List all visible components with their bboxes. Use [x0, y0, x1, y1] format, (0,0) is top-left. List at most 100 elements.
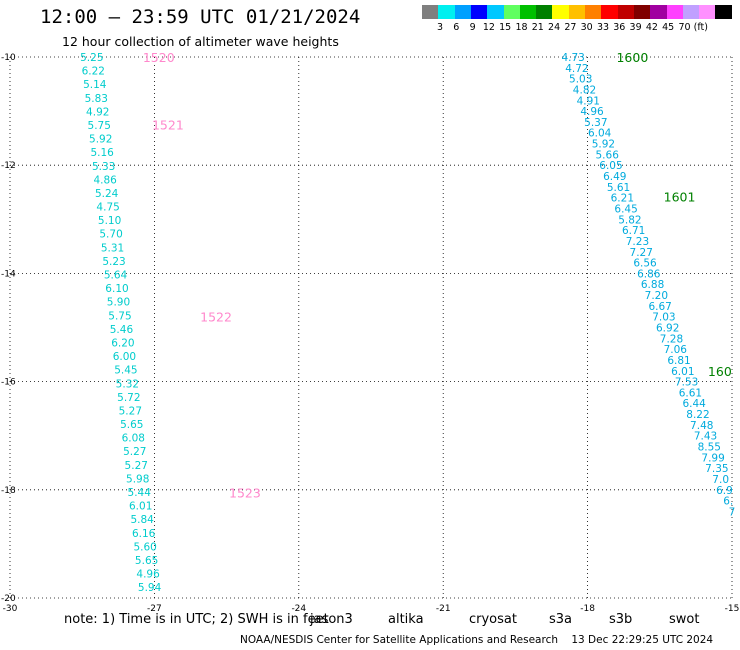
time-label: 1521 — [152, 118, 184, 133]
wave-height-value: 5.75 — [108, 310, 131, 322]
wave-height-value: 7 — [729, 506, 736, 518]
wave-height-value: 6.9 — [716, 485, 733, 497]
legend-label: 39 — [629, 22, 642, 33]
wave-height-value: 6.81 — [667, 355, 690, 367]
wave-height-value: 7.0 — [712, 474, 729, 486]
wave-height-value: 5.33 — [92, 161, 115, 173]
wave-height-value: 5.46 — [110, 324, 134, 336]
wave-height-value: 5.94 — [138, 582, 162, 594]
wave-height-value: 6.44 — [682, 398, 706, 410]
wave-height-value: 6.49 — [603, 171, 626, 183]
legend-swatch — [633, 5, 651, 19]
wave-height-value: 4.91 — [577, 95, 600, 107]
wave-height-value: 7.03 — [652, 312, 675, 324]
y-tick-label: -14 — [1, 269, 16, 279]
wave-height-value: 5.45 — [114, 365, 137, 377]
y-tick-label: -12 — [1, 161, 16, 171]
y-tick-label: -16 — [1, 378, 16, 388]
wave-height-value: 8.22 — [686, 409, 709, 421]
legend-label: 24 — [548, 22, 561, 33]
legend-label: 42 — [645, 22, 658, 33]
legend-unit: (ft) — [693, 22, 708, 33]
y-tick-label: -18 — [1, 486, 16, 496]
satellite-label-cryosat: cryosat — [469, 612, 517, 627]
wave-height-value: 7.43 — [694, 431, 717, 443]
wave-height-value: 7.99 — [701, 452, 724, 464]
legend-label: 3 — [436, 22, 444, 33]
wave-height-value: 4.96 — [580, 106, 604, 118]
wave-height-value: 6.00 — [113, 351, 136, 363]
wave-height-value: 4.96 — [136, 569, 160, 581]
legend-swatch — [438, 5, 456, 19]
legend-label: 21 — [531, 22, 544, 33]
satellite-label-jason3: jason3 — [310, 612, 353, 627]
wave-height-value: 5.64 — [104, 270, 128, 282]
wave-height-value: 6.04 — [588, 128, 612, 140]
wave-height-value: 5.84 — [130, 514, 154, 526]
wave-height-value: 5.98 — [126, 473, 149, 485]
x-tick-label: -24 — [291, 604, 306, 614]
wave-height-value: 6.56 — [633, 258, 657, 270]
wave-height-value: 5.70 — [99, 229, 122, 241]
wave-height-value: 5.14 — [83, 79, 107, 91]
wave-height-value: 5.61 — [607, 182, 630, 194]
time-label: 1523 — [229, 486, 261, 501]
legend-label: 6 — [453, 22, 460, 33]
wave-height-value: 6.22 — [82, 66, 105, 78]
wave-height-value: 5.03 — [569, 74, 592, 86]
wave-height-value: 5.60 — [133, 541, 156, 553]
legend-swatch — [699, 5, 717, 19]
wave-height-value: 8.55 — [698, 442, 721, 454]
wave-height-value: 7.28 — [660, 333, 683, 345]
x-tick-label: -27 — [147, 604, 162, 614]
legend-swatch — [715, 5, 733, 19]
wave-height-value: 5.32 — [116, 378, 139, 390]
footer-credit: NOAA/NESDIS Center for Satellite Applica… — [240, 634, 713, 646]
x-tick-label: -15 — [725, 604, 740, 614]
wave-height-value: 5.10 — [98, 215, 121, 227]
wave-height-value: 4.73 — [561, 52, 584, 64]
legend-swatch — [519, 5, 537, 19]
legend-swatch — [682, 5, 700, 19]
x-tick-label: -18 — [580, 604, 595, 614]
wave-height-value: 7.06 — [664, 344, 688, 356]
wave-height-value: 6.08 — [122, 433, 145, 445]
wave-height-value: 7.48 — [690, 420, 713, 432]
wave-height-value: 6.01 — [671, 366, 694, 378]
satellite-label-altika: altika — [388, 612, 424, 627]
wave-height-value: 6.20 — [111, 337, 134, 349]
footer-timestamp: 13 Dec 22:29:25 UTC 2024 — [571, 634, 714, 646]
wave-height-value: 7.35 — [705, 463, 728, 475]
wave-height-value: 4.86 — [93, 174, 117, 186]
wave-height-value: 5.16 — [90, 147, 114, 159]
legend-swatch — [503, 5, 521, 19]
legend-swatch — [585, 5, 602, 19]
wave-height-value: 6. — [723, 496, 733, 508]
legend-swatch — [552, 5, 570, 19]
wave-height-value: 4.72 — [565, 63, 588, 75]
legend-swatch — [454, 5, 472, 19]
wave-height-value: 6.86 — [637, 268, 661, 280]
wave-height-value: 6.71 — [622, 225, 645, 237]
wave-height-value: 4.75 — [96, 202, 119, 214]
legend-swatch — [666, 5, 684, 19]
satellite-label-s3b: s3b — [609, 612, 633, 627]
legend-label: 12 — [482, 22, 495, 33]
legend-label: 30 — [580, 22, 593, 33]
wave-height-value: 5.92 — [592, 139, 615, 151]
time-label: 1600 — [616, 50, 648, 65]
legend-swatch — [650, 5, 668, 19]
legend-swatch — [487, 5, 505, 19]
wave-height-value: 6.92 — [656, 323, 679, 335]
wave-height-value: 6.10 — [105, 283, 128, 295]
wave-height-value: 5.72 — [117, 392, 140, 404]
wave-height-value: 5.27 — [119, 405, 142, 417]
legend-label: 18 — [515, 22, 528, 33]
wave-height-value: 4.82 — [573, 84, 596, 96]
x-tick-label: -30 — [3, 604, 18, 614]
time-label: 160 — [708, 364, 732, 379]
wave-height-value: 6.21 — [611, 193, 634, 205]
time-label: 1520 — [143, 50, 175, 65]
legend-swatch — [601, 5, 619, 19]
